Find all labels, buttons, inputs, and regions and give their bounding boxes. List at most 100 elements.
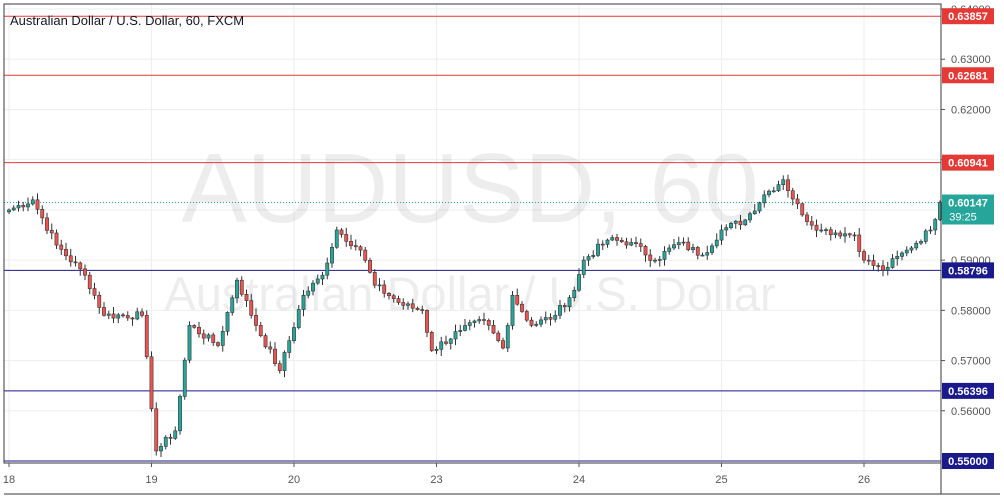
candle xyxy=(781,175,786,190)
candle-body xyxy=(681,241,686,244)
candle-body xyxy=(505,325,510,349)
candle xyxy=(885,261,890,276)
candle xyxy=(714,233,719,249)
candle xyxy=(282,350,287,378)
watermark-name: Australian Dollar / U.S. Dollar xyxy=(164,267,775,320)
candle-body xyxy=(619,240,624,243)
candle-body xyxy=(339,229,344,235)
candle-body xyxy=(805,214,809,222)
candle xyxy=(401,298,406,310)
candle-body xyxy=(762,194,767,204)
level-price-label: 0.62681 xyxy=(948,70,988,82)
candle xyxy=(244,289,249,307)
candle-body xyxy=(923,230,928,242)
candle xyxy=(477,316,482,324)
candle xyxy=(505,322,510,352)
level-price-label: 0.58796 xyxy=(948,265,988,277)
candle-body xyxy=(258,325,263,336)
candle-body xyxy=(306,290,311,296)
candle-body xyxy=(743,219,748,226)
candle-body xyxy=(562,305,567,308)
candle-body xyxy=(809,221,814,226)
candle xyxy=(235,277,239,304)
candle-body xyxy=(173,430,178,439)
candle-body xyxy=(363,249,368,261)
candle-body xyxy=(182,359,187,397)
candle xyxy=(353,239,358,251)
candle-body xyxy=(458,330,463,332)
candle-body xyxy=(282,352,287,371)
candle xyxy=(64,242,68,261)
candle xyxy=(68,248,73,267)
candle xyxy=(733,220,738,229)
candle-body xyxy=(225,312,230,332)
candle xyxy=(463,319,467,332)
candle xyxy=(116,312,121,324)
candle xyxy=(35,193,40,215)
candle xyxy=(92,282,97,300)
candle xyxy=(192,324,197,329)
candle-body xyxy=(320,274,325,280)
candle xyxy=(486,318,491,331)
candle xyxy=(311,280,315,296)
watermark: AUDUSD, 60 Australian Dollar / U.S. Doll… xyxy=(164,133,775,320)
candle-body xyxy=(491,324,496,334)
candle-body xyxy=(292,327,296,342)
price-tick-label: 0.57000 xyxy=(951,356,991,368)
candle-body xyxy=(857,234,862,252)
candle-body xyxy=(244,293,249,301)
candle-body xyxy=(938,202,942,220)
candle-body xyxy=(382,284,387,294)
candle-body xyxy=(695,247,700,256)
candle xyxy=(562,302,567,313)
candle xyxy=(26,197,30,212)
candle xyxy=(729,221,733,230)
candle xyxy=(49,223,54,240)
candle xyxy=(890,254,895,269)
candle xyxy=(681,237,686,246)
candle-body xyxy=(700,254,705,257)
candle xyxy=(515,288,520,306)
candle xyxy=(368,257,372,274)
candle-body xyxy=(771,190,776,193)
chart-title: Australian Dollar / U.S. Dollar, 60, FXC… xyxy=(10,13,244,28)
candle-body xyxy=(482,319,486,321)
candle xyxy=(771,186,776,193)
candle xyxy=(254,308,258,332)
candle-body xyxy=(420,309,425,311)
candle-body xyxy=(273,348,277,364)
candle xyxy=(914,240,919,251)
candle-body xyxy=(230,297,235,313)
candle xyxy=(895,250,900,266)
candle-body xyxy=(757,202,762,212)
level-price-label: 0.63857 xyxy=(948,11,988,23)
candle xyxy=(211,332,216,346)
candle-body xyxy=(187,325,192,361)
price-labels: 0.63857 0.62681 0.60941 0.58796 0.56396 0.550… xyxy=(942,8,994,469)
candle xyxy=(135,307,140,321)
candle xyxy=(933,217,938,236)
candle-body xyxy=(444,341,448,344)
candle-body xyxy=(862,251,866,261)
candle-body xyxy=(140,311,144,316)
candle-body xyxy=(657,259,662,261)
candle-body xyxy=(401,302,406,306)
candle-body xyxy=(515,294,520,305)
candle-body xyxy=(866,259,871,262)
candle xyxy=(97,291,102,314)
candle xyxy=(676,236,681,250)
candle xyxy=(695,245,700,260)
price-tick-label: 0.58000 xyxy=(951,305,991,317)
candle xyxy=(263,333,268,349)
candle xyxy=(596,238,600,258)
candle xyxy=(292,322,296,344)
candle-body xyxy=(919,241,923,244)
candle-body xyxy=(439,341,444,350)
candle xyxy=(762,190,767,208)
candle-body xyxy=(686,241,691,251)
candle-body xyxy=(667,247,672,252)
horizontal-levels xyxy=(4,15,941,462)
candle-body xyxy=(97,294,102,308)
candle xyxy=(795,193,800,210)
candle xyxy=(610,234,615,242)
